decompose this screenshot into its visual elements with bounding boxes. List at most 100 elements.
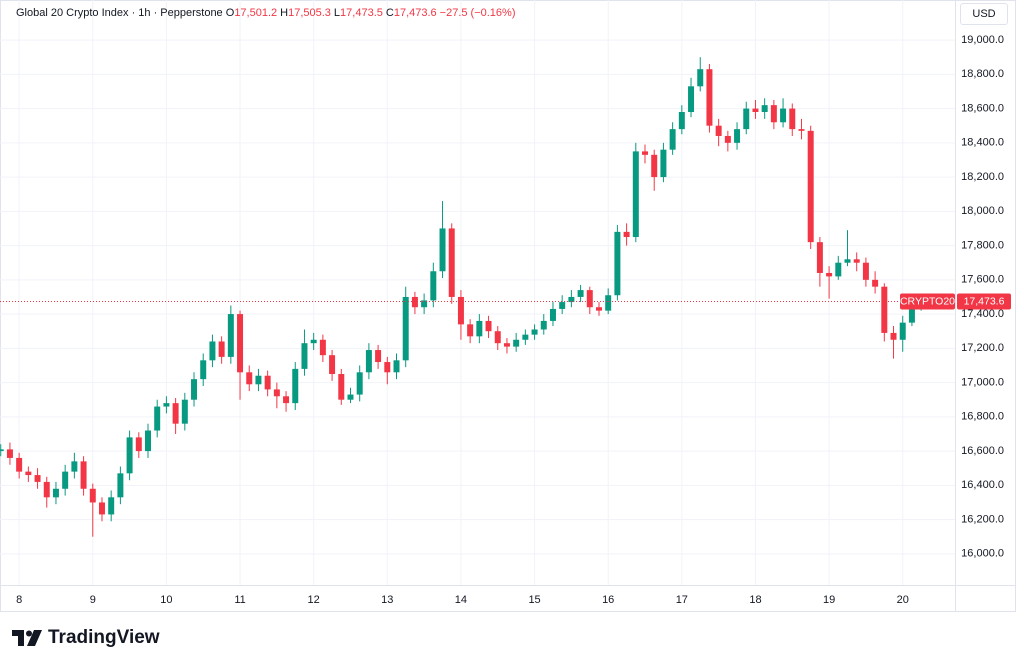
candle-body: [163, 403, 170, 407]
candle-body: [310, 339, 317, 344]
candle-body: [402, 296, 409, 361]
candle-body: [135, 437, 142, 452]
candle-body: [476, 320, 483, 337]
x-tick-label: 12: [308, 594, 320, 606]
candle-body: [25, 471, 32, 476]
candle-body: [154, 406, 161, 431]
x-tick-label: 14: [455, 594, 467, 606]
candle-body: [642, 151, 649, 155]
candle-body: [734, 129, 741, 143]
candle-body: [494, 331, 501, 344]
candle-body: [853, 259, 860, 263]
candle-body: [338, 374, 345, 400]
candle-body: [145, 430, 151, 452]
y-tick-label: 17,000.0: [961, 376, 1004, 388]
candle-body: [715, 125, 722, 136]
candle-body: [209, 341, 216, 361]
candle-body: [908, 307, 915, 323]
grid: [0, 0, 955, 585]
candle-body: [181, 399, 188, 424]
ohlc-letter: L: [333, 7, 341, 19]
x-tick-label: 15: [528, 594, 540, 606]
price-tag: 17,473.6: [964, 295, 1005, 307]
candle-body: [430, 271, 437, 301]
y-tick-label: 18,600.0: [961, 102, 1004, 114]
candle-body: [881, 286, 888, 333]
price-tag-bg: [957, 293, 1011, 310]
candle-body: [807, 130, 814, 243]
candle-body: [200, 360, 207, 380]
candle-body: [789, 108, 796, 130]
candle-body: [614, 231, 621, 296]
candle-body: [246, 372, 253, 385]
candle-body: [844, 259, 851, 263]
candle-body: [6, 449, 13, 458]
brand-icon: [12, 630, 42, 646]
candle-body: [365, 350, 372, 373]
symbol-tag-bg: [900, 293, 955, 310]
x-tick-label: 9: [90, 594, 96, 606]
candle-body: [890, 332, 897, 340]
x-tick-label: 13: [381, 594, 393, 606]
candle-body: [283, 396, 290, 404]
y-tick-label: 16,200.0: [961, 513, 1004, 525]
candle-body: [872, 279, 879, 287]
candle-body: [503, 343, 510, 347]
ohlc-value: 17,473.6: [393, 7, 437, 19]
ohlc-value: 17,473.5: [340, 7, 383, 19]
candle-body: [577, 290, 584, 297]
ohlc-letter: H: [280, 7, 289, 19]
candle-body: [798, 129, 805, 131]
candle-body: [52, 488, 59, 498]
candle-body: [237, 314, 244, 373]
candle-body: [43, 481, 50, 498]
candle-body: [540, 320, 547, 330]
ohlc-letter: C: [385, 7, 394, 19]
x-tick-label: 16: [602, 594, 614, 606]
candle-body: [319, 339, 326, 356]
candle-body: [623, 231, 630, 238]
candle-body: [596, 307, 602, 311]
candle-body: [347, 394, 354, 400]
candle-body: [761, 105, 768, 112]
change: −27.5 (−0.16%): [439, 7, 516, 19]
candle-body: [669, 129, 676, 150]
candle-body: [770, 105, 777, 123]
candle-body: [568, 296, 575, 303]
ohlc-value: 17,501.2: [234, 7, 278, 19]
candle-body: [467, 324, 474, 337]
candle-body: [34, 475, 41, 482]
candle-body: [743, 108, 750, 130]
brand-logo: TradingView: [12, 627, 160, 649]
candle-body: [651, 154, 658, 178]
y-tick-label: 16,600.0: [961, 445, 1004, 457]
candle-body: [816, 242, 823, 273]
candle-body: [605, 295, 612, 311]
candle-body: [411, 296, 418, 308]
candle-body: [264, 375, 271, 390]
y-tick-label: 16,800.0: [961, 411, 1004, 423]
x-tick-label: 19: [823, 594, 835, 606]
candle-body: [108, 497, 115, 515]
candle-body: [448, 228, 455, 297]
candle-body: [862, 262, 869, 280]
candle-body: [16, 457, 23, 472]
candle-body: [375, 350, 382, 363]
candle-body: [273, 389, 280, 397]
candle-body: [384, 362, 391, 373]
candle-body: [421, 300, 428, 308]
candle-body: [89, 488, 96, 503]
candle-body: [660, 149, 667, 178]
x-tick-label: 10: [160, 594, 172, 606]
candle-body: [439, 228, 446, 272]
candle-body: [485, 320, 492, 332]
x-tick-label: 8: [16, 594, 22, 606]
y-tick-label: 16,400.0: [961, 479, 1004, 491]
x-tick-label: 20: [897, 594, 909, 606]
ohlc-values: O17,501.2 H17,505.3 L17,473.5 C17,473.6: [226, 7, 440, 19]
candle-body: [632, 151, 639, 238]
currency-button[interactable]: USD: [960, 3, 1008, 25]
candle-body: [724, 135, 731, 143]
